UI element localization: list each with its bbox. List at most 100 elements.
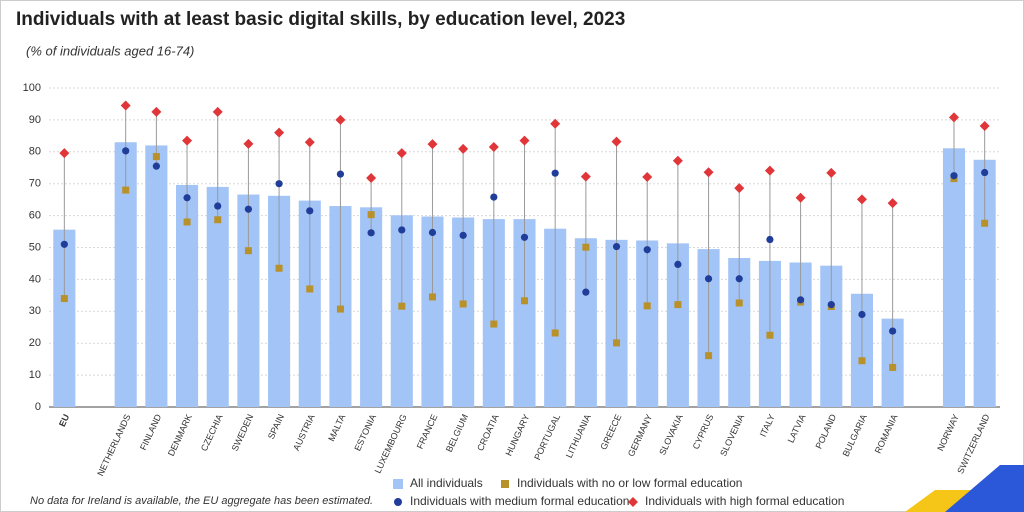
legend-label: Individuals with no or low formal educat… [517, 476, 742, 490]
diamond-marker [948, 112, 959, 123]
circle-marker [704, 275, 713, 283]
diamond-marker [795, 192, 806, 203]
circle-marker [827, 301, 835, 309]
circle-marker [889, 327, 897, 335]
bar [360, 207, 383, 407]
circle-marker [214, 202, 222, 210]
square-marker [521, 297, 528, 305]
y-tick-label: 50 [29, 241, 41, 253]
bar [666, 243, 689, 407]
square-marker [244, 247, 252, 255]
square-marker [336, 305, 344, 313]
bar [268, 195, 291, 407]
square-marker [122, 186, 130, 194]
diamond-marker [396, 148, 407, 159]
legend-swatch [501, 480, 509, 488]
bar [452, 217, 475, 407]
circle-marker [306, 207, 314, 215]
diamond-marker [366, 172, 377, 183]
footnote: No data for Ireland is available, the EU… [30, 495, 373, 507]
bar [206, 186, 229, 407]
bar [973, 159, 996, 407]
y-tick-label: 100 [23, 82, 41, 94]
y-tick-label: 60 [29, 210, 41, 222]
legend-item: Individuals with no or low formal educat… [501, 476, 742, 490]
square-marker [152, 153, 160, 161]
circle-marker [428, 228, 437, 237]
bar [53, 229, 76, 407]
diamond-marker [59, 148, 70, 159]
square-marker [275, 264, 283, 272]
legend-label: Individuals with medium formal education [410, 494, 629, 508]
circle-marker [122, 147, 130, 155]
diamond-marker [243, 138, 254, 149]
diamond-marker [826, 167, 837, 178]
diamond-marker [611, 136, 622, 147]
circle-marker [582, 288, 590, 296]
bar [114, 142, 137, 408]
square-marker [613, 339, 621, 347]
diamond-marker [120, 100, 131, 111]
legend-item: Individuals with high formal education [628, 494, 844, 508]
bar [176, 184, 199, 407]
circle-marker [60, 240, 68, 248]
circle-marker [367, 229, 375, 237]
square-marker [367, 211, 375, 219]
diamond-marker [764, 165, 775, 176]
diamond-marker [672, 155, 683, 166]
square-marker [183, 218, 191, 226]
diamond-marker [335, 114, 346, 125]
square-marker [459, 300, 467, 308]
square-marker [858, 357, 866, 365]
diamond-marker [856, 194, 867, 205]
square-marker [306, 285, 314, 293]
circle-marker [796, 296, 805, 304]
bar [237, 194, 260, 407]
diamond-marker [274, 127, 285, 138]
logo [905, 465, 1024, 512]
circle-marker [674, 260, 682, 269]
legend-swatch [393, 479, 403, 489]
diamond-marker [212, 106, 223, 117]
square-marker [582, 243, 590, 251]
diamond-marker [703, 167, 714, 178]
legend-label: Individuals with high formal education [645, 494, 844, 508]
bar [574, 238, 597, 407]
square-marker [735, 299, 743, 307]
bar [298, 200, 321, 407]
diamond-marker [151, 106, 162, 117]
y-tick-label: 0 [35, 401, 41, 413]
square-marker [643, 302, 651, 310]
bar [421, 216, 444, 407]
square-marker [981, 219, 989, 227]
bar [942, 148, 966, 407]
legend-item: All individuals [393, 476, 483, 490]
square-marker [428, 293, 436, 301]
y-tick-label: 80 [29, 146, 41, 158]
x-tick-label: EU [57, 413, 71, 429]
diamond-marker [519, 135, 530, 146]
diamond-marker [887, 198, 898, 209]
diamond-marker [488, 142, 499, 153]
circle-marker [520, 233, 529, 241]
diamond-marker [734, 183, 745, 194]
y-tick-label: 40 [29, 273, 41, 285]
circle-marker [950, 172, 958, 180]
chart-subtitle: (% of individuals aged 16-74) [26, 43, 194, 58]
circle-marker [612, 242, 621, 251]
bar [789, 262, 812, 407]
circle-marker [858, 310, 866, 319]
bar [820, 265, 843, 407]
square-marker [60, 295, 68, 303]
y-tick-label: 20 [29, 337, 41, 349]
diamond-marker [979, 120, 990, 131]
circle-marker [551, 169, 559, 177]
bar [513, 219, 536, 407]
circle-marker [981, 168, 989, 177]
circle-marker [275, 180, 283, 188]
circle-marker [152, 162, 160, 170]
diamond-marker [642, 172, 653, 183]
circle-marker [766, 235, 774, 244]
circle-marker [490, 193, 498, 201]
